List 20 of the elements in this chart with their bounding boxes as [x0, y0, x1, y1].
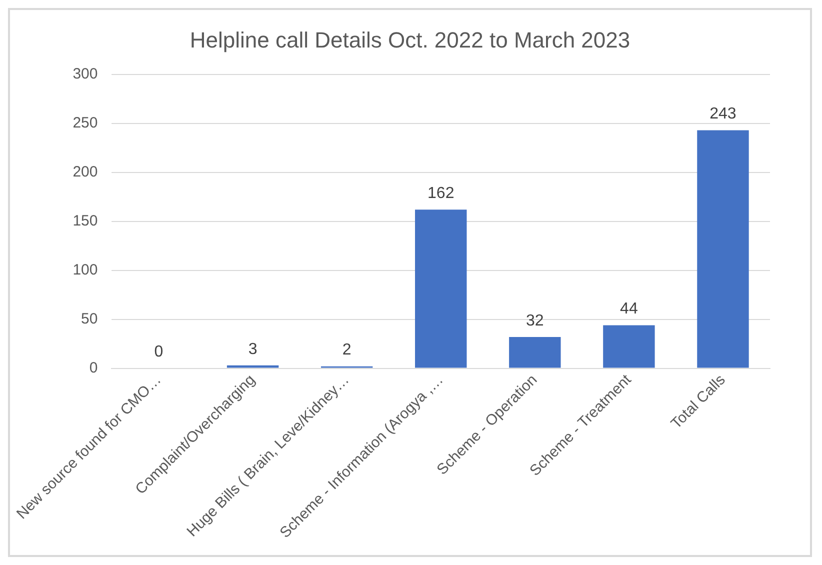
bar: [415, 210, 467, 368]
y-tick-label: 250: [72, 114, 98, 132]
data-label: 0: [154, 344, 164, 361]
chart-title: Helpline call Details Oct. 2022 to March 2023: [190, 27, 630, 52]
data-label: 2: [342, 342, 352, 359]
y-tick-label: 300: [72, 66, 98, 83]
bar: [509, 336, 561, 368]
y-tick-label: 50: [81, 310, 98, 328]
bar: [697, 130, 749, 368]
y-tick-label: 150: [72, 212, 98, 230]
bar: [603, 325, 655, 368]
data-label: 32: [526, 312, 544, 330]
data-label: 162: [428, 184, 454, 202]
y-tick-label: 100: [72, 261, 98, 278]
data-label: 44: [620, 300, 638, 318]
y-tick-label: 0: [89, 359, 98, 376]
y-tick-label: 200: [72, 164, 98, 181]
data-label: 3: [248, 340, 258, 358]
bar: [226, 365, 279, 368]
data-label: 243: [710, 106, 736, 123]
